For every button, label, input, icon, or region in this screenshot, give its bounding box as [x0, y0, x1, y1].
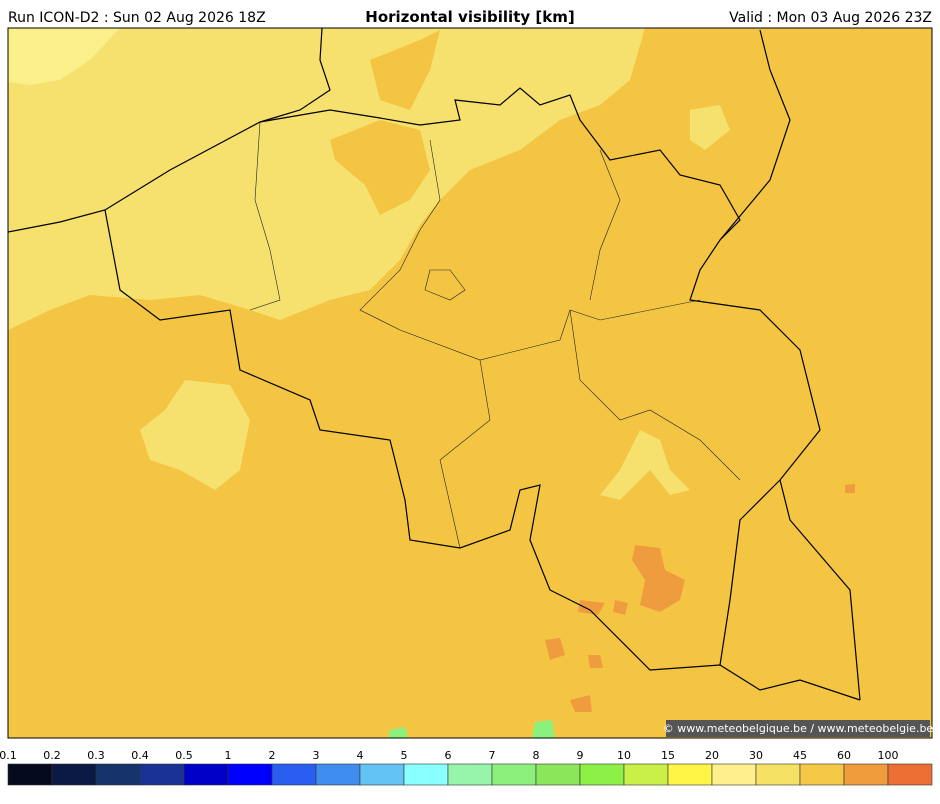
- legend-label: 60: [837, 749, 851, 762]
- legend-label: 2: [269, 749, 276, 762]
- visibility-zone: [8, 28, 120, 85]
- credit: © www.meteobelgique.be / www.meteobelgie…: [663, 722, 934, 735]
- legend-swatch: [7, 763, 53, 786]
- legend-swatch: [799, 763, 845, 786]
- legend-label: 15: [661, 749, 675, 762]
- legend-label: 6: [445, 749, 452, 762]
- legend-swatch: [667, 763, 713, 786]
- legend-label: 4: [357, 749, 364, 762]
- legend-swatch: [139, 763, 185, 786]
- legend-swatch: [843, 763, 889, 786]
- legend-label: 0.4: [131, 749, 149, 762]
- legend-swatch: [579, 763, 625, 786]
- map: © www.meteobelgique.be / www.meteobelgie…: [7, 27, 934, 739]
- legend-swatch: [359, 763, 405, 786]
- visibility-zone: [690, 105, 730, 150]
- legend-label: 20: [705, 749, 719, 762]
- legend-swatch: [403, 763, 449, 786]
- legend-swatch: [95, 763, 141, 786]
- legend-swatch: [51, 763, 97, 786]
- legend-label: 45: [793, 749, 807, 762]
- credit-box: [666, 720, 930, 737]
- visibility-zone: [600, 430, 690, 500]
- legend-swatch: [755, 763, 801, 786]
- legend-swatch: [887, 763, 933, 786]
- legend-label: 0.3: [87, 749, 105, 762]
- legend-swatch: [227, 763, 273, 786]
- legend-label: 0.2: [43, 749, 61, 762]
- legend-label: 3: [313, 749, 320, 762]
- run-label: Run ICON-D2 : Sun 02 Aug 2026 18Z: [8, 10, 266, 26]
- legend-swatch: [447, 763, 493, 786]
- legend-label: 7: [489, 749, 496, 762]
- legend-label: 1: [225, 749, 232, 762]
- legend-label: 0.5: [175, 749, 193, 762]
- legend-swatch: [315, 763, 361, 786]
- map-title: Horizontal visibility [km]: [365, 8, 574, 26]
- legend-swatch: [183, 763, 229, 786]
- visibility-zone: [370, 30, 440, 110]
- legend-label: 9: [577, 749, 584, 762]
- legend-label: 5: [401, 749, 408, 762]
- legend-swatch: [491, 763, 537, 786]
- legend-swatch: [623, 763, 669, 786]
- visibility-zone: [632, 545, 685, 612]
- legend-label: 8: [533, 749, 540, 762]
- legend-swatch: [711, 763, 757, 786]
- legend-swatch: [271, 763, 317, 786]
- valid-label: Valid : Mon 03 Aug 2026 23Z: [729, 10, 932, 26]
- legend-label: 30: [749, 749, 763, 762]
- visibility-zone: [388, 720, 555, 738]
- legend-swatch: [535, 763, 581, 786]
- borders: [8, 28, 861, 701]
- visibility-zone: [140, 380, 250, 490]
- legend-label: 0.1: [0, 749, 17, 762]
- provinces: [249, 121, 741, 549]
- legend-label: 10: [617, 749, 631, 762]
- legend: 0.1 0.2 0.3 0.4 0.5 1 2 3 4 5 6 7 8 9 10 15 20 30 45 60 100: [0, 749, 933, 786]
- visibility-zone: [330, 120, 430, 215]
- legend-label: 100: [878, 749, 899, 762]
